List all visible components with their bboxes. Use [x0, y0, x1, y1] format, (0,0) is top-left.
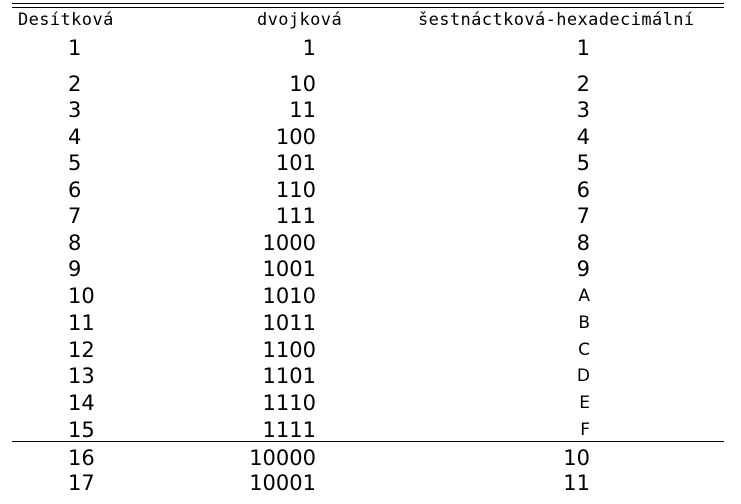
hex-cell: E [579, 393, 590, 413]
table-row: 2 10 2 [0, 71, 741, 97]
decimal-cell: 3 [68, 98, 82, 122]
decimal-cell: 9 [68, 257, 82, 281]
decimal-cell: 1 [68, 36, 82, 60]
table-row: 17 10001 11 [0, 470, 741, 496]
decimal-cell: 10 [68, 284, 95, 308]
decimal-cell: 6 [68, 178, 82, 202]
hex-cell: 11 [563, 471, 590, 495]
decimal-cell: 16 [68, 446, 95, 470]
hex-cell: 9 [576, 257, 590, 281]
hex-cell: 10 [563, 446, 590, 470]
hex-cell: A [578, 286, 590, 306]
binary-cell: 101 [275, 151, 316, 175]
hex-cell: 6 [576, 178, 590, 202]
binary-cell: 1001 [262, 257, 316, 281]
table-row: 1 1 1 [0, 35, 741, 61]
hex-cell: 2 [576, 72, 590, 96]
binary-cell: 1011 [262, 311, 316, 335]
table-row: 4 100 4 [0, 124, 741, 150]
table-row: 8 1000 8 [0, 230, 741, 256]
binary-cell: 1000 [262, 231, 316, 255]
table-row: 10 1010 A [0, 283, 741, 309]
binary-cell: 100 [275, 125, 316, 149]
binary-cell: 1010 [262, 284, 316, 308]
binary-cell: 1 [302, 36, 316, 60]
decimal-cell: 17 [68, 471, 95, 495]
decimal-cell: 12 [68, 338, 95, 362]
hex-cell: 4 [576, 125, 590, 149]
table-row: 3 11 3 [0, 97, 741, 123]
binary-cell: 111 [275, 204, 316, 228]
header-decimal: Desítková [18, 10, 114, 30]
table-row: 9 1001 9 [0, 256, 741, 282]
binary-cell: 1100 [262, 338, 316, 362]
hex-cell: B [578, 313, 590, 333]
top-rule-2 [12, 7, 724, 8]
decimal-cell: 2 [68, 72, 82, 96]
table-row: 11 1011 B [0, 310, 741, 336]
decimal-cell: 11 [68, 311, 95, 335]
table-row: 12 1100 C [0, 337, 741, 363]
binary-cell: 10000 [249, 446, 316, 470]
hex-cell: F [580, 420, 590, 440]
table-row: 14 1110 E [0, 390, 741, 416]
decimal-cell: 7 [68, 204, 82, 228]
hex-cell: 1 [576, 36, 590, 60]
table-row: 15 1111 F [0, 417, 741, 443]
hex-cell: 7 [576, 204, 590, 228]
binary-cell: 110 [275, 178, 316, 202]
binary-cell: 1111 [262, 418, 316, 442]
binary-cell: 10 [289, 72, 316, 96]
decimal-cell: 14 [68, 391, 95, 415]
hex-cell: 3 [576, 98, 590, 122]
hex-cell: C [578, 340, 590, 360]
decimal-cell: 5 [68, 151, 82, 175]
binary-cell: 11 [289, 98, 316, 122]
table-row: 16 10000 10 [0, 445, 741, 471]
separator-rule [12, 441, 724, 442]
table-row: 13 1101 D [0, 363, 741, 389]
header-binary: dvojková [257, 10, 343, 30]
binary-cell: 10001 [249, 471, 316, 495]
decimal-cell: 13 [68, 364, 95, 388]
decimal-cell: 4 [68, 125, 82, 149]
decimal-cell: 8 [68, 231, 82, 255]
binary-cell: 1110 [262, 391, 316, 415]
decimal-cell: 15 [68, 418, 95, 442]
table-row: 7 111 7 [0, 203, 741, 229]
binary-cell: 1101 [262, 364, 316, 388]
hex-cell: 8 [576, 231, 590, 255]
table-row: 5 101 5 [0, 150, 741, 176]
table-row: 6 110 6 [0, 177, 741, 203]
top-rule-1 [12, 3, 724, 4]
hex-cell: D [576, 366, 590, 386]
header-hexadecimal: šestnáctková-hexadecimální [418, 10, 695, 30]
hex-cell: 5 [576, 151, 590, 175]
